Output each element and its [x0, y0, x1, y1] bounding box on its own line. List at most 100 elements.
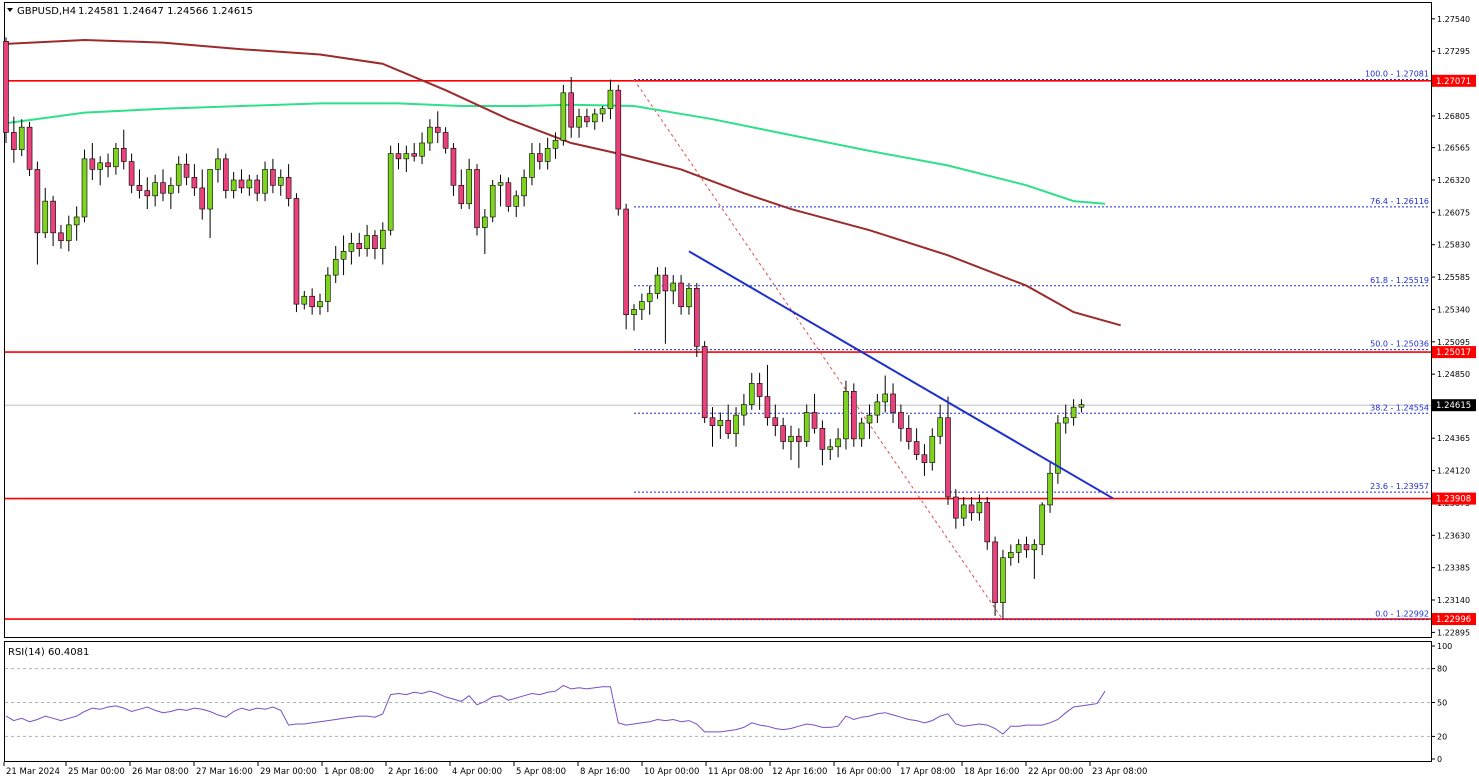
candle [489, 179, 496, 223]
candle [66, 215, 72, 252]
bull-candle-body [960, 504, 967, 519]
candle [450, 143, 457, 196]
candle [348, 232, 355, 265]
candle [772, 404, 779, 437]
bull-candle-body [827, 446, 834, 450]
bull-candle-body [379, 229, 386, 249]
candle [113, 143, 119, 175]
bull-candle-body [419, 142, 425, 157]
bear-candle-body [450, 147, 457, 186]
price-tick-label: 1.27295 [1437, 47, 1470, 56]
candle [984, 496, 991, 550]
bear-candle-body [356, 243, 363, 249]
bull-candle-body [560, 92, 567, 141]
candle [97, 156, 103, 186]
bull-candle-body [843, 391, 849, 440]
candle [898, 404, 904, 442]
bull-candle-body [1078, 404, 1085, 408]
candle [427, 119, 433, 151]
bull-candle-body [262, 169, 268, 194]
candle [819, 420, 826, 466]
candle [709, 407, 716, 447]
fib-level-label: 0.0 - 1.22992 [1375, 610, 1429, 619]
level-price-tag [1432, 346, 1476, 359]
bull-candle-body [81, 158, 88, 218]
menu-triangle-icon[interactable] [7, 8, 13, 12]
bull-candle-body [654, 274, 661, 294]
price-tick-label: 1.25830 [1437, 241, 1470, 250]
bear-candle-body [105, 162, 111, 168]
fib-level-label: 23.6 - 1.23957 [1370, 482, 1429, 491]
candle [246, 174, 253, 196]
candle [693, 283, 700, 357]
candle [215, 148, 221, 183]
candle [945, 396, 951, 505]
bear-candle-body [678, 282, 684, 308]
candle [1055, 415, 1061, 484]
candle [1031, 539, 1038, 579]
rsi-tick-label: 100 [1437, 642, 1452, 651]
candle [301, 290, 308, 310]
bear-candle-body [270, 169, 276, 186]
bear-candle-body [819, 428, 826, 450]
bear-candle-body [772, 417, 779, 426]
candle [654, 267, 661, 299]
bear-candle-body [128, 161, 135, 186]
bull-candle-body [1031, 544, 1038, 551]
bear-candle-body [474, 169, 480, 228]
candle [128, 153, 135, 194]
price-tick-label: 1.26805 [1437, 112, 1470, 121]
bear-candle-body [136, 184, 143, 191]
bear-candle-body [984, 501, 991, 543]
candle [1070, 399, 1077, 426]
candle [1039, 502, 1045, 556]
candle [387, 145, 394, 236]
time-tick-label: 16 Apr 00:00 [836, 767, 891, 777]
bear-candle-body [372, 235, 378, 249]
candle [748, 372, 755, 410]
bull-candle-body [1000, 557, 1006, 603]
candle [843, 380, 849, 450]
candle [223, 153, 229, 199]
candle [882, 375, 889, 413]
price-tick-label: 1.26320 [1437, 176, 1470, 185]
bear-candle-body [254, 179, 260, 194]
candle [960, 496, 967, 527]
bull-candle-body [929, 435, 936, 463]
bear-candle-body [992, 541, 998, 603]
candle [293, 193, 300, 313]
bear-candle-body [615, 89, 622, 210]
candle [26, 121, 33, 177]
candle [11, 116, 17, 163]
candle [497, 174, 504, 207]
candle [953, 489, 959, 529]
candle [552, 132, 559, 159]
bull-candle-body [482, 216, 488, 228]
candle [230, 172, 237, 199]
candle [1015, 539, 1022, 564]
price-tick-label: 1.27540 [1437, 15, 1470, 24]
bear-candle-body [905, 428, 912, 442]
bull-candle-body [529, 153, 535, 178]
candle [811, 393, 818, 434]
level-price-tag-label: 1.25017 [1436, 348, 1471, 358]
candle [929, 428, 936, 471]
candle [262, 161, 268, 202]
time-tick-label: 25 Mar 00:00 [68, 767, 125, 777]
candle [741, 393, 747, 426]
bear-candle-body [850, 391, 857, 440]
fib-level-label: 76.4 - 1.26116 [1370, 197, 1429, 206]
bull-candle-body [521, 177, 527, 197]
bear-candle-body [309, 295, 315, 308]
time-tick-label: 4 Apr 00:00 [452, 767, 502, 777]
rsi-pane-border [4, 641, 1432, 762]
candle [1000, 549, 1006, 619]
candle [905, 415, 912, 450]
rsi-label: RSI(14) 60.4081 [8, 647, 89, 658]
candle [442, 127, 449, 154]
current-price-tag [1432, 399, 1476, 412]
bull-candle-body [874, 401, 881, 416]
bull-candle-body [1055, 422, 1061, 474]
price-tick-label: 1.23630 [1437, 531, 1470, 540]
bull-candle-body [66, 224, 72, 242]
